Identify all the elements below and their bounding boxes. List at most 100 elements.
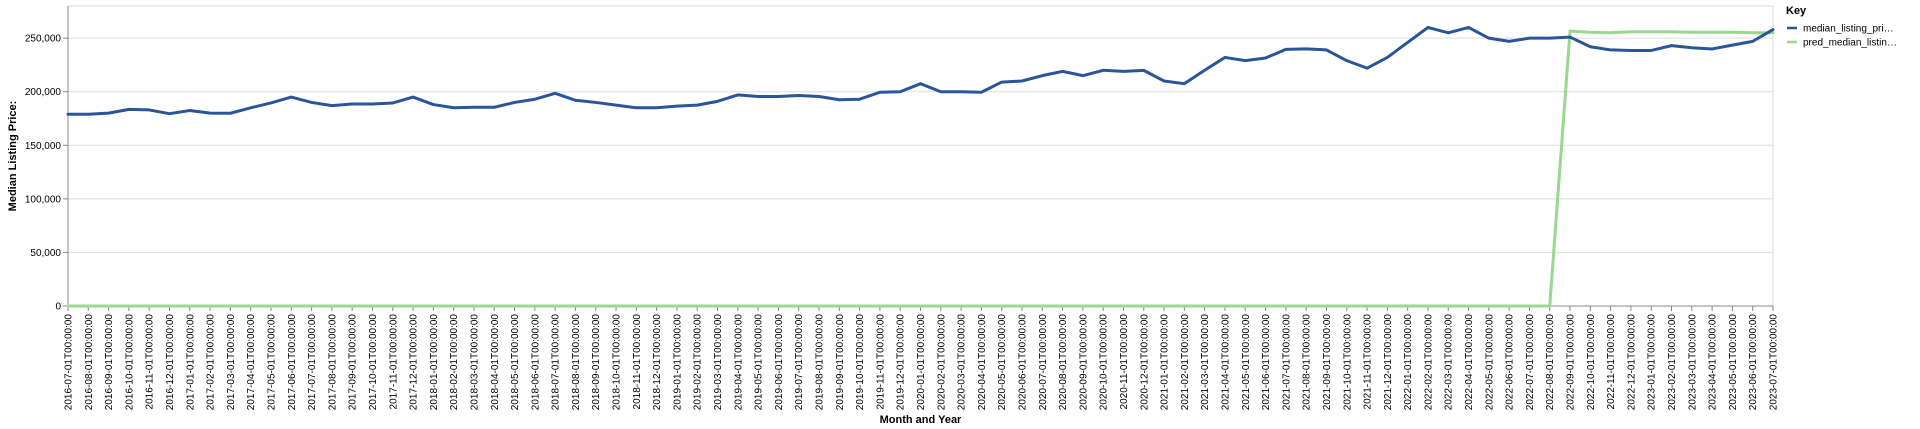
x-tick-label: 2018-12-01T00:00:00 [652,314,663,411]
y-tick-label: 150,000 [25,141,62,152]
series-lines [66,25,1775,308]
x-tick-label: 2022-02-01T00:00:00 [1423,314,1434,411]
series-line-0 [66,25,1775,116]
x-tick-label: 2023-01-01T00:00:00 [1647,314,1658,411]
x-tick-label: 2023-06-01T00:00:00 [1748,314,1759,411]
x-tick-label: 2021-07-01T00:00:00 [1281,314,1292,411]
x-tick-label: 2021-02-01T00:00:00 [1180,314,1191,411]
legend-label: pred_median_listin… [1803,38,1897,49]
x-tick-label: 2021-06-01T00:00:00 [1261,314,1272,411]
y-tick-label: 200,000 [25,87,62,98]
x-tick-label: 2017-03-01T00:00:00 [226,314,237,411]
x-tick-label: 2017-11-01T00:00:00 [388,314,399,410]
x-tick-label: 2020-10-01T00:00:00 [1099,314,1110,411]
x-tick-label: 2019-03-01T00:00:00 [713,314,724,411]
x-tick-label: 2019-10-01T00:00:00 [855,314,866,411]
x-tick-label: 2017-07-01T00:00:00 [307,314,318,411]
x-tick-label: 2017-06-01T00:00:00 [287,314,298,411]
x-tick-label: 2022-09-01T00:00:00 [1566,314,1577,411]
x-tick-label: 2022-07-01T00:00:00 [1525,314,1536,411]
y-tick-label: 0 [55,302,61,313]
x-tick-label: 2022-05-01T00:00:00 [1484,314,1495,411]
x-axis-title: Month and Year [880,414,962,426]
x-tick-label: 2017-02-01T00:00:00 [206,314,217,411]
x-tick-label: 2019-09-01T00:00:00 [835,314,846,411]
y-tick-label: 100,000 [25,194,62,205]
x-tick-label: 2020-01-01T00:00:00 [916,314,927,411]
x-tick-label: 2017-09-01T00:00:00 [348,314,359,411]
legend-label: median_listing_pri… [1803,24,1894,35]
x-tick-label: 2020-07-01T00:00:00 [1038,314,1049,411]
x-tick-label: 2019-06-01T00:00:00 [774,314,785,411]
x-tick-label: 2022-06-01T00:00:00 [1505,314,1516,411]
y-tick-label: 50,000 [30,248,61,259]
plot-frame [67,5,1774,307]
x-tick-label: 2020-06-01T00:00:00 [1017,314,1028,411]
x-tick-label: 2023-05-01T00:00:00 [1728,314,1739,411]
x-tick-label: 2018-02-01T00:00:00 [449,314,460,411]
y-tick-label: 250,000 [25,34,62,45]
x-tick-label: 2022-11-01T00:00:00 [1606,314,1617,410]
x-tick-label: 2020-11-01T00:00:00 [1119,314,1130,410]
x-tick-label: 2021-03-01T00:00:00 [1200,314,1211,411]
x-tick-label: 2021-08-01T00:00:00 [1302,314,1313,411]
gridlines [68,37,1773,307]
x-tick-label: 2022-10-01T00:00:00 [1586,314,1597,411]
x-tick-label: 2016-10-01T00:00:00 [124,314,135,411]
x-tick-label: 2022-12-01T00:00:00 [1626,314,1637,411]
y-axis-title: Median Listing Price: [7,101,19,212]
x-tick-label: 2016-09-01T00:00:00 [104,314,115,411]
x-tick-label: 2016-07-01T00:00:00 [64,314,75,411]
x-tick-label: 2018-05-01T00:00:00 [510,314,521,411]
x-tick-label: 2021-04-01T00:00:00 [1220,314,1231,411]
x-tick-label: 2023-04-01T00:00:00 [1708,314,1719,411]
x-tick-label: 2018-08-01T00:00:00 [571,314,582,411]
x-tick-label: 2020-09-01T00:00:00 [1078,314,1089,411]
x-tick-label: 2020-12-01T00:00:00 [1139,314,1150,411]
x-tick-label: 2016-11-01T00:00:00 [145,314,156,410]
x-tick-label: 2017-04-01T00:00:00 [246,314,257,411]
x-tick-label: 2018-11-01T00:00:00 [632,314,643,410]
x-tick-label: 2017-10-01T00:00:00 [368,314,379,411]
x-tick-label: 2017-01-01T00:00:00 [185,314,196,411]
x-tick-label: 2017-05-01T00:00:00 [266,314,277,411]
x-tick-label: 2018-07-01T00:00:00 [551,314,562,411]
legend-title: Key [1786,5,1807,17]
x-axis: 2016-07-01T00:00:00 2016-08-01T00:00:00 20… [64,305,1780,411]
x-tick-label: 2021-05-01T00:00:00 [1241,314,1252,411]
x-tick-label: 2019-11-01T00:00:00 [875,314,886,410]
x-tick-label: 2019-02-01T00:00:00 [693,314,704,411]
x-tick-label: 2021-09-01T00:00:00 [1322,314,1333,411]
x-tick-label: 2018-09-01T00:00:00 [591,314,602,411]
x-tick-label: 2017-08-01T00:00:00 [327,314,338,411]
x-tick-label: 2022-08-01T00:00:00 [1545,314,1556,411]
x-tick-label: 2021-11-01T00:00:00 [1363,314,1374,410]
x-tick-label: 2019-01-01T00:00:00 [672,314,683,411]
x-tick-label: 2019-05-01T00:00:00 [754,314,765,411]
x-tick-label: 2023-07-01T00:00:00 [1769,314,1780,411]
x-tick-label: 2016-08-01T00:00:00 [84,314,95,411]
x-tick-label: 2020-03-01T00:00:00 [957,314,968,411]
x-tick-label: 2021-12-01T00:00:00 [1383,314,1394,411]
x-tick-label: 2019-08-01T00:00:00 [815,314,826,411]
x-tick-label: 2023-03-01T00:00:00 [1687,314,1698,411]
x-tick-label: 2018-06-01T00:00:00 [530,314,541,411]
x-tick-label: 2022-04-01T00:00:00 [1464,314,1475,411]
x-tick-label: 2017-12-01T00:00:00 [409,314,420,411]
x-tick-label: 2022-01-01T00:00:00 [1403,314,1414,411]
x-tick-label: 2019-07-01T00:00:00 [794,314,805,411]
x-tick-label: 2018-01-01T00:00:00 [429,314,440,411]
x-tick-label: 2018-04-01T00:00:00 [490,314,501,411]
x-tick-label: 2016-12-01T00:00:00 [165,314,176,411]
x-tick-label: 2020-05-01T00:00:00 [997,314,1008,411]
series-line-1 [66,29,1775,308]
y-axis: 0 50,000 100,000 150,000 200,000 250,000 [25,6,69,313]
legend: Key median_listing_pri… pred_median_listi… [1786,5,1897,49]
x-tick-label: 2020-02-01T00:00:00 [936,314,947,411]
x-tick-label: 2020-04-01T00:00:00 [977,314,988,411]
x-tick-label: 2019-12-01T00:00:00 [896,314,907,411]
x-tick-label: 2022-03-01T00:00:00 [1444,314,1455,411]
x-tick-label: 2023-02-01T00:00:00 [1667,314,1678,411]
